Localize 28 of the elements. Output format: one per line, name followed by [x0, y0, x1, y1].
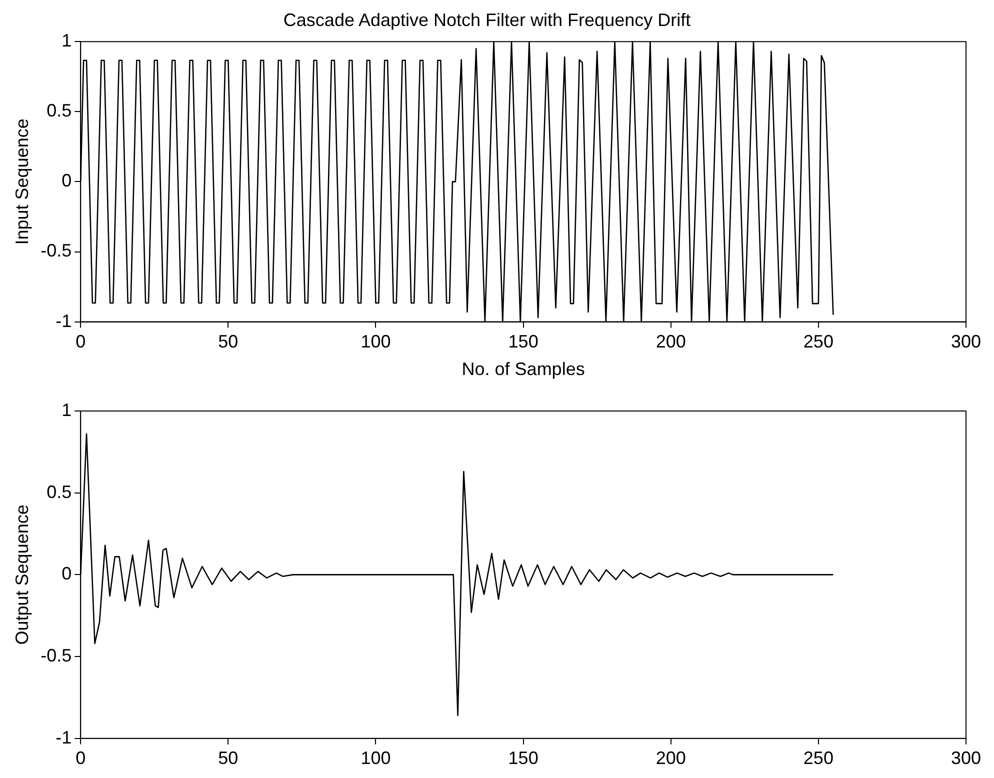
y-tick-label: -0.5: [40, 646, 72, 666]
x-tick-label: 200: [656, 332, 686, 352]
x-tick-label: 0: [76, 748, 86, 768]
x-tick-label: 250: [803, 748, 834, 768]
x-tick-label: 150: [508, 748, 538, 768]
x-tick-label: 0: [76, 332, 86, 352]
y-tick-label: 0: [62, 170, 72, 191]
x-tick-label: 150: [508, 332, 538, 352]
x-tick-label: 300: [950, 748, 982, 768]
x-tick-label: 50: [218, 332, 238, 352]
x-tick-label: 100: [360, 332, 391, 352]
y-axis-title: Input Sequence: [12, 118, 32, 245]
y-tick-label: -0.5: [40, 240, 72, 261]
y-tick-label: 1: [62, 30, 72, 51]
x-tick-label: 50: [218, 748, 238, 768]
x-tick-label: 200: [656, 748, 686, 768]
x-tick-label: 100: [360, 748, 391, 768]
y-tick-label: -1: [56, 727, 72, 748]
y-tick-label: 0.5: [46, 482, 72, 502]
y-tick-label: 0: [62, 564, 72, 584]
y-tick-label: 1: [62, 400, 72, 420]
x-axis-title: No. of Samples: [462, 359, 585, 380]
y-tick-label: 0.5: [46, 100, 72, 121]
chart-title: Cascade Adaptive Notch Filter with Frequency Drift: [283, 10, 691, 30]
x-tick-label: 300: [950, 332, 982, 352]
y-tick-label: -1: [56, 310, 72, 331]
x-tick-label: 250: [803, 332, 834, 352]
y-axis-title: Output Sequence: [12, 504, 32, 645]
